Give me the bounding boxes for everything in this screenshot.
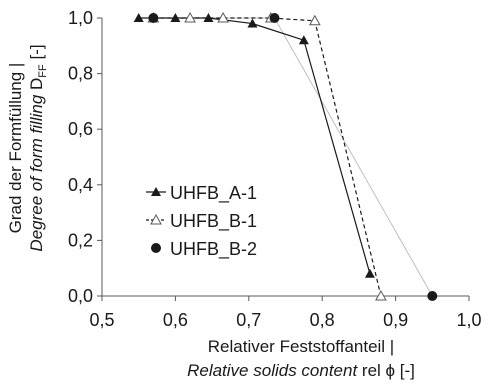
- series-line: [153, 17, 382, 297]
- y-axis-title-italic: Degree of form filling: [27, 94, 46, 251]
- y-axis-title-sym: D: [27, 78, 46, 95]
- x-axis-title-line2: Relative solids content rel ϕ [-]: [187, 361, 415, 380]
- y-tick-label: 0,6: [68, 119, 93, 139]
- data-point-triangle: [133, 13, 144, 22]
- y-tick-label: 0,4: [68, 175, 93, 195]
- x-tick-label: 0,5: [89, 310, 114, 330]
- data-point-circle: [269, 13, 280, 23]
- y-ticks: 0,0 0,2 0,4 0,6 0,8 1,0: [68, 8, 102, 306]
- y-tick-label: 0,8: [68, 64, 93, 84]
- y-axis-title-line1-group: Grad der Formfüllung |: [6, 63, 25, 234]
- legend-item: UHFB_B-1: [146, 211, 257, 232]
- legend-label: UHFB_A-1: [170, 183, 257, 204]
- data-point-circle: [427, 291, 438, 301]
- data-point-triangle: [203, 13, 214, 22]
- y-axis-title-line2: Degree of form filling DFF [-]: [27, 44, 49, 251]
- data-point-triangle: [170, 13, 181, 22]
- x-ticks: 0,5 0,6 0,7 0,8 0,9 1,0: [89, 296, 482, 330]
- data-point-open-triangle: [217, 11, 229, 23]
- y-axis-title-line1: Grad der Formfüllung |: [6, 63, 25, 234]
- legend-item: UHFB_A-1: [146, 183, 257, 204]
- series-layer: [133, 11, 438, 301]
- x-tick-label: 0,6: [163, 310, 188, 330]
- x-tick-label: 0,9: [383, 310, 408, 330]
- data-point-circle: [151, 243, 161, 253]
- data-point-open-triangle: [375, 289, 387, 301]
- y-axis-title-sub: FF: [37, 64, 49, 78]
- data-point-open-triangle: [150, 213, 162, 225]
- legend-label: UHFB_B-2: [170, 239, 257, 260]
- data-point-triangle: [151, 187, 161, 196]
- y-tick-label: 0,2: [68, 230, 93, 250]
- x-axis-title-plain: rel ϕ [-]: [357, 361, 415, 380]
- y-tick-label: 1,0: [68, 8, 93, 28]
- legend-item: UHFB_B-2: [151, 239, 257, 260]
- data-point-circle: [148, 13, 159, 23]
- data-point-triangle: [247, 18, 258, 28]
- y-axis-title-unit: [-]: [27, 44, 46, 64]
- x-tick-label: 0,7: [236, 310, 261, 330]
- data-point-open-triangle: [309, 14, 321, 26]
- x-axis-title-italic: Relative solids content: [187, 361, 358, 380]
- data-point-triangle: [298, 35, 309, 45]
- legend-label: UHFB_B-1: [170, 211, 257, 232]
- series-line: [138, 17, 371, 274]
- x-axis-title-line1: Relativer Feststoffanteil |: [208, 337, 394, 356]
- data-point-triangle: [364, 268, 375, 278]
- x-tick-label: 0,8: [310, 310, 335, 330]
- y-axis-title-line2-group: Degree of form filling DFF [-]: [27, 44, 49, 251]
- axes: [101, 18, 469, 297]
- y-tick-label: 0,0: [68, 286, 93, 306]
- data-point-open-triangle: [184, 11, 196, 23]
- x-tick-label: 1,0: [456, 310, 481, 330]
- legend: UHFB_A-1 UHFB_B-1 UHFB_B-2: [146, 183, 257, 260]
